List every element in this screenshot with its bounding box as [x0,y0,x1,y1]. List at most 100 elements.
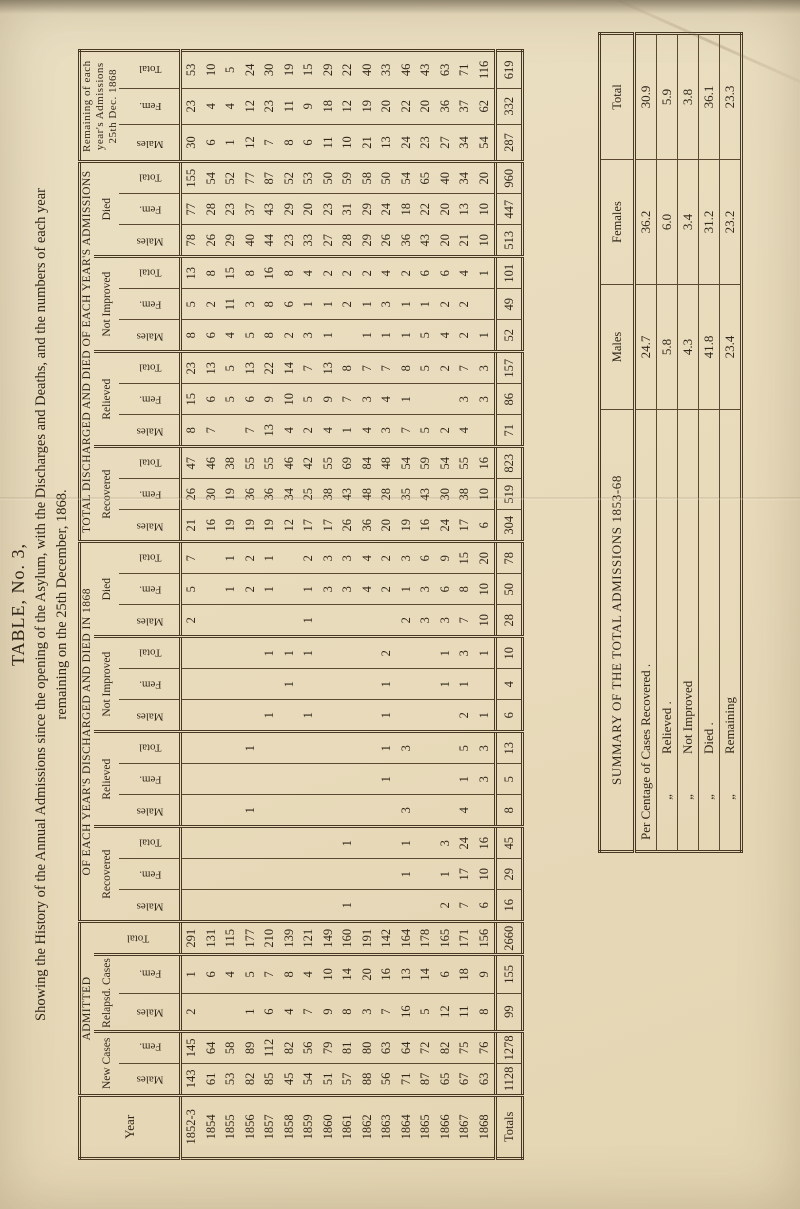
y1868-notimproved-fem-cell [357,668,378,700]
admitted-total-cell: 191 [357,921,378,955]
y1868-relieved-total-cell [299,731,319,764]
y1868-notimproved-total-cell: 1 [474,636,496,669]
y1868-died-fem-cell: 3 [416,573,436,605]
admitted-total-total: 2660 [495,921,523,955]
remaining-fem-total: 332 [495,88,523,125]
summary-row-label: „ Died . [698,409,720,852]
y1868-died-total-cell [201,541,222,574]
total-recovered-total-cell: 42 [299,446,319,479]
y1868-relieved-total-cell [201,731,222,764]
total-relieved-total-cell: 7 [455,351,475,384]
total-recovered-total-cell: 55 [240,446,261,479]
total-died-fem-cell: 23 [318,193,339,225]
total-recovered-total-cell: 84 [357,446,378,479]
column-label-males: Males [119,1063,181,1096]
remaining-fem-cell: 4 [221,88,241,125]
y1868-notimproved-males-cell [338,699,358,732]
total-relieved-total-cell: 22 [260,351,280,384]
total-recovered-fem-cell: 26 [180,478,202,510]
y1868-recovered-males-cell: 7 [455,889,475,922]
total-died-total-cell: 155 [180,161,202,194]
y1868-died-males-cell: 2 [396,604,417,637]
remaining-total-cell: 30 [260,50,280,89]
total-relieved-total-cell: 5 [416,351,436,384]
total-recovered-fem-cell: 19 [221,478,241,510]
total-relieved-fem-cell: 9 [260,383,280,415]
admitted-relapsed-fem-cell: 16 [377,954,397,994]
y1868-died-total-cell: 2 [377,541,397,574]
total-recovered-fem-cell: 34 [279,478,300,510]
admitted-total-cell: 210 [260,921,280,955]
year-cell: 1852-3 [180,1095,202,1159]
total-died-males-cell: 28 [338,224,358,257]
column-label-males: Males [119,794,181,827]
summary-category: Not Improved [680,680,695,754]
remaining-males-cell: 11 [318,124,339,162]
remaining-fem-cell: 20 [416,88,436,125]
y1868-notimproved-males-cell: 1 [474,699,496,732]
total-notimproved-total-cell: 8 [201,256,222,289]
admitted-relapsed-fem-cell: 20 [357,954,378,994]
admitted-total-cell: 178 [416,921,436,955]
total-died-fem-cell: 29 [279,193,300,225]
y1868-recovered-fem-cell [201,858,222,890]
admitted-new-fem-total: 1278 [495,1031,523,1064]
y1868-recovered-males-cell [201,889,222,922]
column-label-fem: Fem. [119,763,181,795]
total-relieved-males-cell [474,414,496,447]
remaining-total-cell: 63 [435,50,456,89]
admitted-new-fem-cell: 145 [180,1031,202,1064]
year-cell: 1863 [379,1114,394,1140]
y1868-recovered-total-cell [240,826,261,859]
column-label-total: Total [119,446,181,479]
summary-males-value: 4.3 [677,284,699,410]
y1868-relieved-fem-cell [180,763,202,795]
admitted-total-cell: 149 [318,921,339,955]
total-notimproved-total-cell: 2 [396,256,417,289]
total-notimproved-total-cell: 15 [221,256,241,289]
y1868-recovered-fem-cell [299,858,319,890]
total-died-fem-cell: 37 [240,193,261,225]
total-notimproved-fem-cell: 2 [435,288,456,320]
year-row: 1858 45 82 4 8 139 1 1 12 34 46 4 10 14 2 6 8 23 29 52 8 11 19 [279,50,300,1159]
total-died-total-cell: 77 [240,161,261,194]
total-died-males-cell: 23 [279,224,300,257]
y1868-notimproved-males-total: 6 [495,699,523,732]
y1868-recovered-males-cell [221,889,241,922]
y1868-relieved-males-cell [377,794,397,827]
subgroup-total-died: Died [94,161,120,257]
subgroup-new-cases: New Cases [94,1031,120,1096]
y1868-relieved-fem-cell [416,763,436,795]
total-died-total-total: 960 [495,161,523,194]
total-relieved-fem-cell: 10 [279,383,300,415]
total-relieved-males-cell: 4 [455,414,475,447]
year-row: 1856 82 89 1 5 177 1 1 2 2 19 36 55 7 6 13 5 3 8 40 37 77 12 12… [240,50,261,1159]
y1868-recovered-fem-cell [279,858,300,890]
total-recovered-total-cell: 48 [377,446,397,479]
y1868-recovered-fem-cell [338,858,358,890]
total-died-males-cell: 40 [240,224,261,257]
column-label-fem: Fem. [119,668,181,700]
admitted-relapsed-fem-cell: 4 [299,954,319,994]
y1868-died-total-cell: 9 [435,541,456,574]
year-row: 1852-3 143 145 2 1 291 2 5 7 21 26 47 8 15 23 8 5 13 78 77 1… [180,50,202,1159]
y1868-notimproved-total-cell [240,636,261,669]
y1868-died-fem-cell: 3 [338,573,358,605]
y1868-relieved-males-cell: 3 [396,794,417,827]
year-cell: 1865 [418,1114,433,1140]
total-notimproved-fem-cell: 1 [299,288,319,320]
remaining-fem-cell: 11 [279,88,300,125]
admitted-relapsed-fem-cell: 6 [435,954,456,994]
admitted-relapsed-fem-total: 155 [495,954,523,994]
y1868-notimproved-males-cell [396,699,417,732]
y1868-died-total-cell: 3 [396,541,417,574]
year-cell: 1864 [398,1114,413,1140]
y1868-notimproved-total-cell [338,636,358,669]
year-row: 1859 54 56 7 4 121 1 1 1 1 2 17 25 42 2 5 7 3 1 4 33 20 53 6 9 15 [299,50,319,1159]
column-label-males: Males [119,699,181,732]
total-notimproved-fem-cell: 5 [180,288,202,320]
y1868-relieved-fem-cell [221,763,241,795]
total-died-males-cell: 43 [416,224,436,257]
total-notimproved-total-cell: 2 [338,256,358,289]
